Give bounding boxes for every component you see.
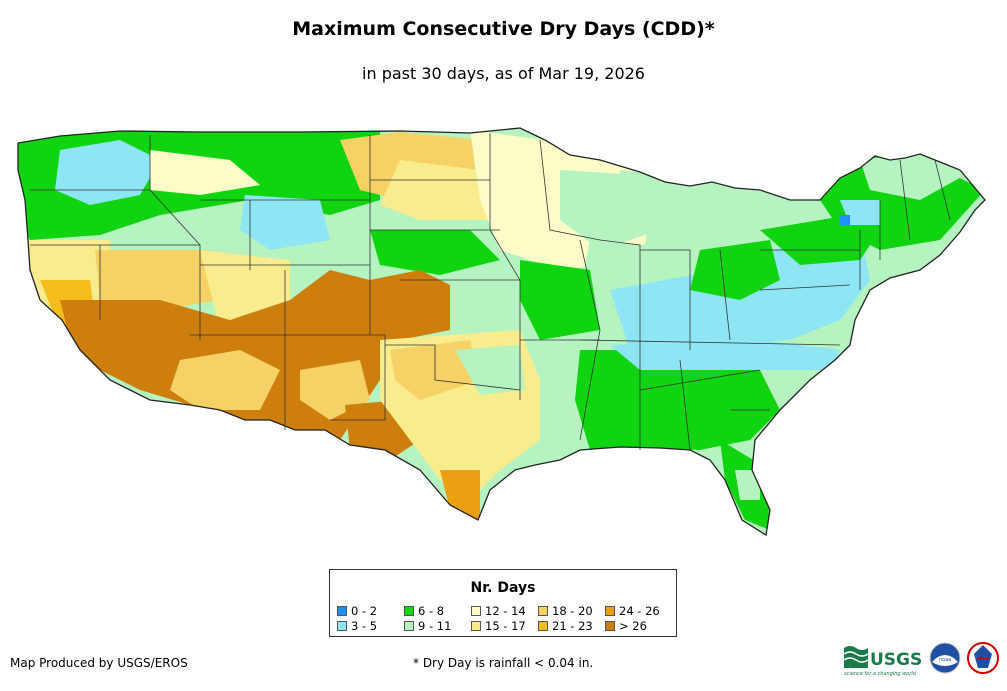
legend-swatch <box>404 606 414 616</box>
cdd-map <box>17 127 986 537</box>
legend-label: 3 - 5 <box>351 619 378 633</box>
legend-swatch <box>605 606 615 616</box>
legend-label: > 26 <box>619 619 647 633</box>
legend-label: 24 - 26 <box>619 604 660 618</box>
credit-text: Map Produced by USGS/EROS <box>10 656 188 670</box>
noaa-logo-text: noaa <box>939 657 951 663</box>
legend-label: 0 - 2 <box>351 604 378 618</box>
legend: Nr. Days 0 - 2 3 - 5 6 - 8 9 - 11 12 - 1… <box>329 569 677 637</box>
map-subtitle: in past 30 days, as of Mar 19, 2026 <box>362 64 645 83</box>
legend-swatch <box>337 621 347 631</box>
usgs-tagline: science for a changing world <box>844 671 917 677</box>
legend-label: 15 - 17 <box>485 619 526 633</box>
usgs-logo: USGS science for a changing world <box>843 646 922 677</box>
legend-label: 21 - 23 <box>552 619 593 633</box>
legend-label: 12 - 14 <box>485 604 526 618</box>
map-title: Maximum Consecutive Dry Days (CDD)* <box>292 18 715 40</box>
legend-swatch <box>337 606 347 616</box>
usgs-logo-text: USGS <box>870 650 922 670</box>
legend-label: 6 - 8 <box>418 604 445 618</box>
legend-label: 18 - 20 <box>552 604 593 618</box>
agency-logos: USGS science for a changing world noaa <box>843 642 999 677</box>
legend-swatch <box>471 621 481 631</box>
legend-swatch <box>538 606 548 616</box>
legend-swatch <box>471 606 481 616</box>
legend-swatch <box>404 621 414 631</box>
legend-title: Nr. Days <box>470 580 536 596</box>
legend-swatch <box>538 621 548 631</box>
legend-swatch <box>605 621 615 631</box>
legend-grid: 0 - 2 3 - 5 6 - 8 9 - 11 12 - 14 15 - 17… <box>337 604 677 636</box>
footnote-text: * Dry Day is rainfall < 0.04 in. <box>413 656 594 670</box>
legend-label: 9 - 11 <box>418 619 452 633</box>
nws-logo <box>967 642 999 674</box>
noaa-logo: noaa <box>929 642 961 674</box>
